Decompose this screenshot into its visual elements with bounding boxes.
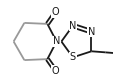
- Text: O: O: [52, 65, 59, 76]
- Text: N: N: [53, 37, 60, 46]
- Text: N: N: [69, 21, 77, 31]
- Text: N: N: [88, 27, 95, 37]
- Text: S: S: [70, 52, 76, 62]
- Text: O: O: [52, 7, 59, 18]
